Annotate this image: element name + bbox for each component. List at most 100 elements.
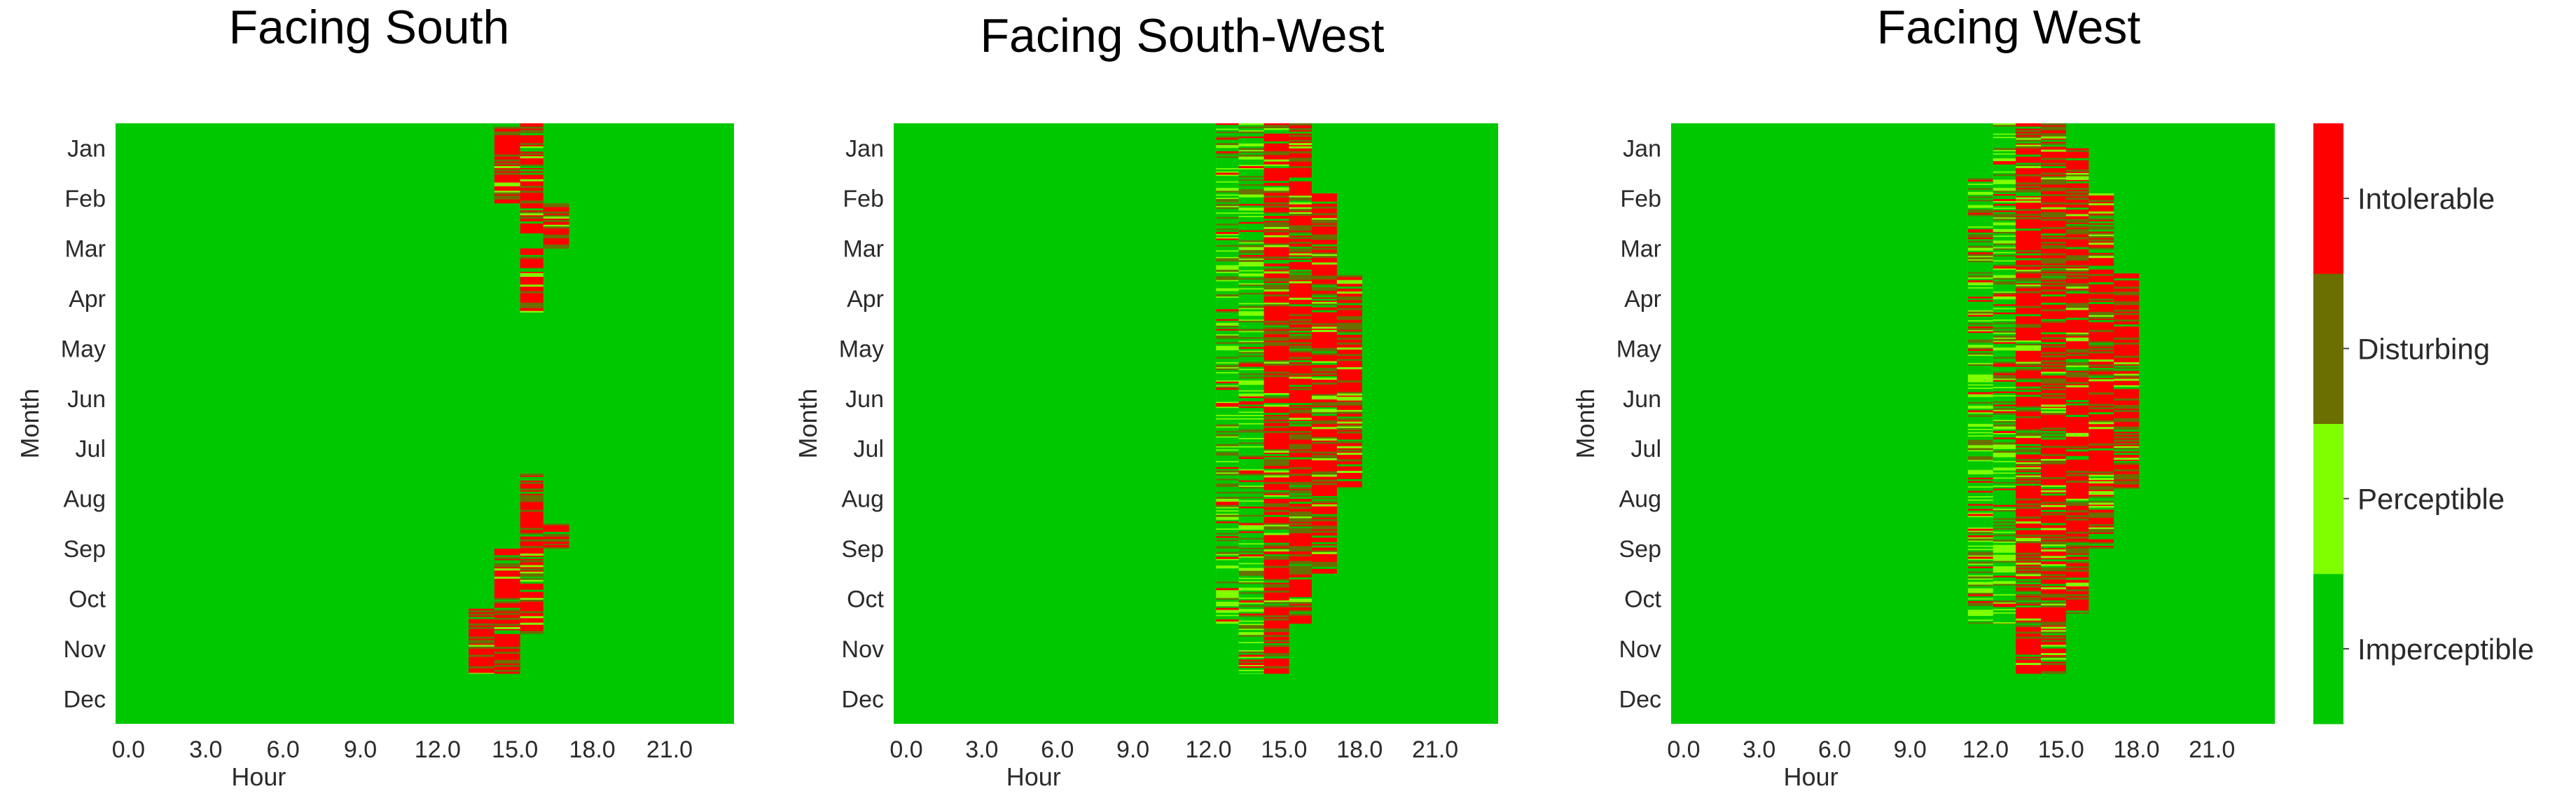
day-stripe [1238,618,1264,621]
heatmap-region [520,549,543,634]
day-stripe [1216,360,1239,363]
day-stripe [1993,355,2016,358]
day-stripe [2114,365,2140,368]
day-stripe [2089,486,2114,488]
day-stripe [1993,277,2016,280]
day-stripe [1216,432,1239,435]
day-stripe [1216,381,1239,384]
day-stripe [1289,335,1312,338]
day-stripe [1238,371,1264,374]
day-stripe [1216,476,1239,479]
day-stripe [1993,396,2016,399]
day-stripe [1993,193,2016,196]
day-stripe [1216,588,1239,591]
day-stripe [494,123,520,125]
day-stripe [1967,234,1993,237]
day-stripe [494,560,520,563]
day-stripe [2016,258,2041,261]
day-stripe [2040,237,2066,239]
day-stripe [2114,324,2140,327]
day-stripe [1216,396,1239,399]
day-stripe [1967,538,1993,541]
day-stripe [1238,225,1264,228]
day-stripe [1238,171,1264,174]
day-stripe [1238,491,1264,494]
day-stripe [469,636,494,639]
day-stripe [1216,368,1239,371]
day-stripe [1263,286,1289,289]
day-stripe [1993,342,2016,345]
day-stripe [1993,404,2016,407]
day-stripe [2114,477,2140,480]
day-stripe [1311,236,1337,238]
day-stripe [494,125,520,128]
day-stripe [1311,305,1337,308]
day-stripe [494,555,520,558]
day-stripe [2114,387,2140,390]
day-stripe [543,226,569,229]
day-stripe [520,575,543,577]
day-stripe [1967,254,1993,256]
day-stripe [1216,434,1239,437]
y-tick-label: Apr [69,286,106,313]
day-stripe [1216,130,1239,132]
day-stripe [2114,367,2140,370]
x-tick-label: 21.0 [2189,736,2235,763]
day-stripe [2114,278,2140,281]
day-stripe [1216,240,1239,242]
day-stripe [2089,516,2114,519]
day-stripe [1238,483,1264,486]
day-stripe [1289,512,1312,514]
day-stripe [1238,332,1264,335]
day-stripe [1238,315,1264,318]
day-stripe [1216,512,1239,514]
day-stripe [1993,597,2016,600]
day-stripe [1967,366,1993,369]
day-stripe [2089,216,2114,219]
day-stripe [2114,448,2140,451]
day-stripe [1216,483,1239,486]
day-stripe [1993,325,2016,328]
day-stripe [1993,398,2016,401]
day-stripe [1289,496,1312,499]
day-stripe [1289,547,1312,550]
day-stripe [1216,376,1239,379]
day-stripe [1238,574,1264,577]
day-stripe [2016,386,2041,389]
day-stripe [1263,448,1289,451]
day-stripe [2089,493,2114,495]
day-stripe [1967,399,1993,401]
day-stripe [1238,671,1264,673]
day-stripe [1263,271,1289,274]
day-stripe [1238,659,1264,662]
day-stripe [1289,546,1312,549]
day-stripe [1216,221,1239,224]
day-stripe [1289,457,1312,460]
day-stripe [1967,437,1993,439]
heatmap-region [1289,123,1312,624]
day-stripe [1263,125,1289,128]
day-stripe [1238,486,1264,489]
day-stripe [1993,613,2016,616]
region-fill [520,473,543,559]
day-stripe [1263,635,1289,638]
y-tick-label: Sep [842,536,885,563]
day-stripe [520,164,543,167]
day-stripe [1311,420,1337,423]
day-stripe [1993,186,2016,188]
day-stripe [2040,219,2066,221]
x-tick-label: 18.0 [569,736,616,763]
day-stripe [520,166,543,168]
day-stripe [1216,238,1239,241]
day-stripe [1311,377,1337,380]
day-stripe [1216,139,1239,142]
day-stripe [1993,357,2016,359]
day-stripe [1216,551,1239,554]
day-stripe [1993,313,2016,315]
day-stripe [2065,289,2089,292]
day-stripe [1311,350,1337,352]
day-stripe [2016,585,2041,588]
day-stripe [2089,239,2114,242]
day-stripe [1238,554,1264,557]
day-stripe [1993,575,2016,578]
